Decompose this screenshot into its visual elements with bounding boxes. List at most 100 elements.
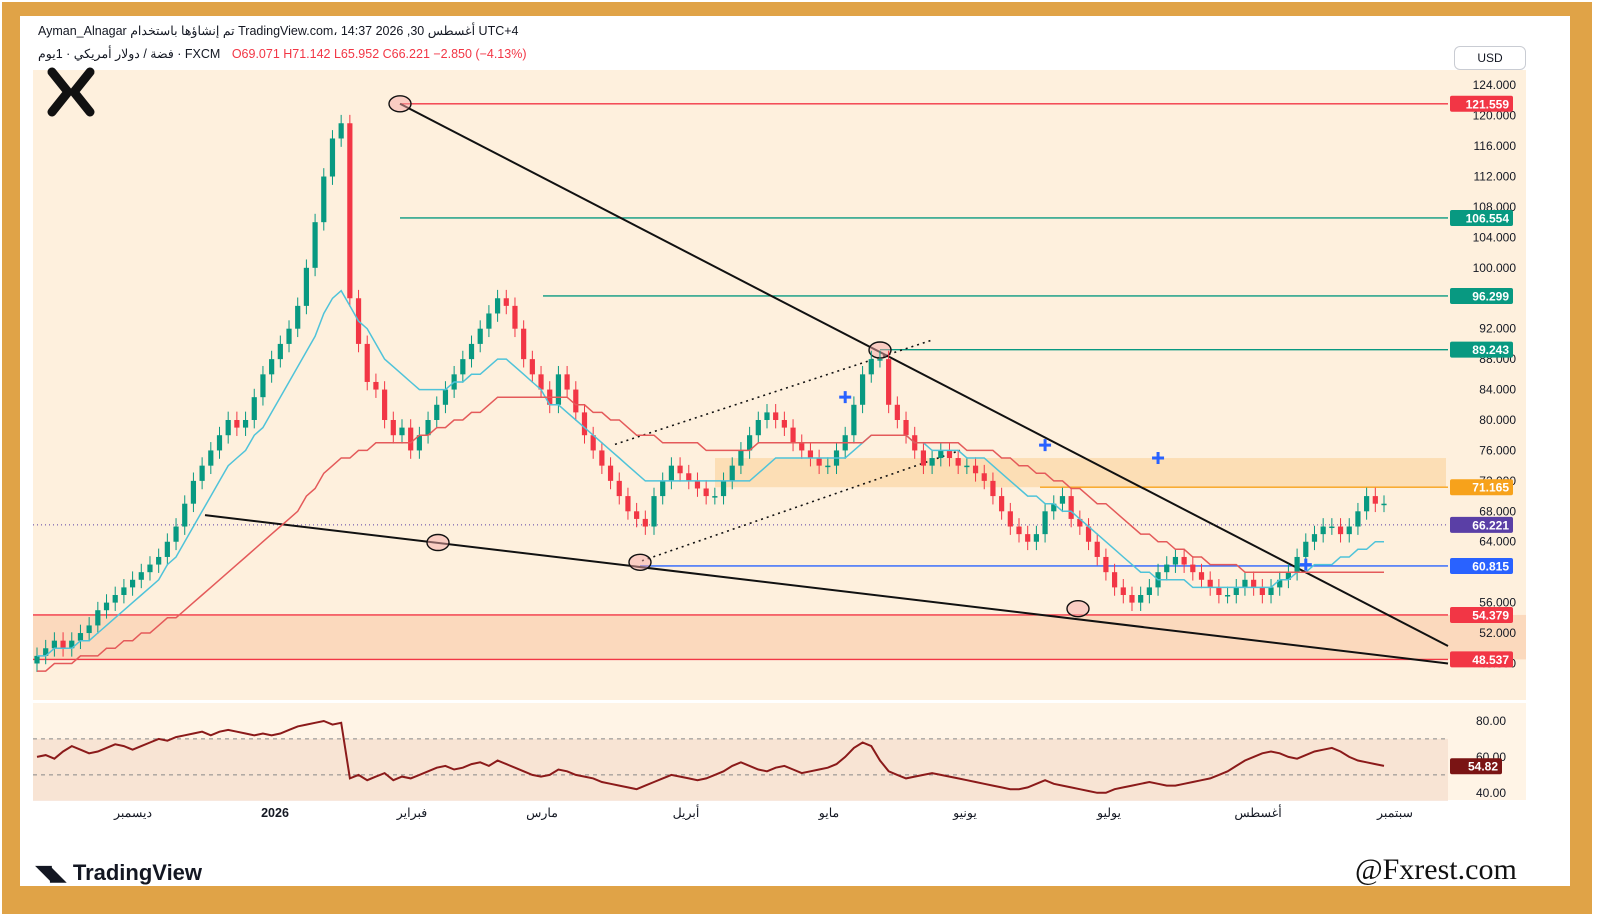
candle-body: [442, 389, 449, 405]
currency-button[interactable]: USD: [1454, 46, 1526, 70]
candle-body: [190, 480, 197, 504]
candle-body: [642, 518, 648, 527]
candle-body: [260, 374, 266, 398]
candle-body: [164, 541, 170, 557]
candle-body: [1181, 556, 1187, 565]
candle-body: [894, 404, 900, 420]
price-label-box-5: [1450, 516, 1513, 533]
signal-marker-2: [1152, 452, 1165, 465]
candle-body: [399, 427, 405, 436]
price-label-6: 60.815: [1472, 559, 1509, 573]
candle-body: [1042, 511, 1048, 535]
candle-body: [1294, 556, 1300, 573]
candle-body: [634, 511, 640, 519]
candle-body: [156, 556, 162, 565]
candle-body: [199, 465, 205, 481]
price-tick-label: 92.000: [1479, 322, 1516, 336]
candle-body: [60, 640, 66, 649]
candle-body: [764, 412, 770, 420]
candle-body: [938, 450, 944, 459]
candle-body: [946, 450, 953, 459]
candle-body: [1311, 534, 1318, 542]
candle-body: [920, 450, 927, 466]
price-tick-label: 68.000: [1479, 504, 1516, 518]
candle-body: [1337, 526, 1344, 535]
candle-body: [1198, 572, 1205, 580]
candle-body: [1268, 587, 1274, 595]
price-label-box-7: [1450, 606, 1513, 623]
ohlc-values: O69.071 H71.142 L65.952 C66.221 −2.850 (…: [231, 47, 527, 61]
price-label-0: 121.559: [1466, 97, 1510, 111]
candle-body: [712, 496, 718, 498]
price-label-box-6: [1450, 557, 1513, 574]
candle-body: [216, 435, 223, 451]
candle-body: [390, 420, 396, 436]
price-label-8: 48.537: [1472, 653, 1509, 667]
candle-body: [1016, 526, 1022, 535]
support-zone: [33, 614, 1526, 660]
candle-body: [1224, 595, 1231, 597]
candle-body: [799, 442, 805, 451]
pivot-circle-4: [1066, 599, 1090, 618]
tradingview-icon: ◥◣: [35, 860, 67, 886]
rsi-tick-label: 80.00: [1476, 714, 1506, 728]
candle-body: [373, 381, 379, 390]
candle-body: [69, 640, 75, 649]
candle-body: [1007, 511, 1013, 527]
candle-body: [1259, 587, 1265, 595]
candle-body: [295, 305, 301, 329]
candle-body: [581, 412, 588, 436]
candle-body: [903, 420, 909, 436]
candle-body: [755, 420, 761, 436]
price-tick-label: 120.000: [1473, 109, 1517, 123]
candle-body: [999, 496, 1005, 512]
candle-body: [1146, 587, 1152, 595]
candle-body: [286, 328, 292, 344]
candle-body: [703, 488, 709, 497]
candle-body: [529, 359, 535, 375]
candle-body: [1277, 579, 1283, 588]
candle-body: [651, 496, 657, 527]
candle-body: [1172, 556, 1179, 565]
candle-body: [625, 496, 631, 512]
candle-body: [1207, 579, 1213, 588]
candle-body: [277, 343, 283, 360]
candle-body: [790, 427, 796, 443]
price-label-3: 89.243: [1472, 343, 1509, 357]
plot-tint: [33, 70, 1526, 700]
time-tick-label: أغسطس: [1234, 804, 1281, 821]
candle-body: [112, 595, 118, 603]
candle-body: [321, 176, 327, 223]
price-label-5: 66.221: [1472, 518, 1509, 532]
candle-body: [1033, 534, 1039, 542]
candle-body: [1303, 541, 1309, 557]
price-tick-label: 112.000: [1474, 170, 1517, 184]
candle-body: [1216, 587, 1222, 595]
candle-body: [1320, 526, 1326, 535]
candle-body: [1138, 595, 1144, 603]
ema-slow-line: [37, 396, 1384, 672]
candle-body: [616, 480, 622, 497]
candle-body: [573, 389, 579, 413]
rsi-last-label: 54.82: [1468, 760, 1498, 774]
candle-body: [677, 465, 683, 474]
author-line: Ayman_Alnagar تم إنشاؤها باستخدام Tradin…: [38, 24, 519, 38]
candle-body: [251, 397, 257, 420]
candle-body: [564, 374, 570, 390]
time-tick-label: ديسمبر: [113, 806, 153, 821]
candle-body: [521, 328, 527, 360]
candle-body: [1085, 526, 1092, 542]
price-tick-label: 76.000: [1479, 443, 1516, 457]
candle-body: [555, 374, 562, 405]
candle-body: [1094, 541, 1100, 557]
watermark-text: @Fxrest.com: [1355, 853, 1517, 886]
price-tick-label: 84.000: [1479, 383, 1516, 397]
candle-body: [981, 473, 987, 481]
price-label-box-0: [1450, 95, 1513, 112]
rsi-tick-label: 40.00: [1476, 786, 1506, 800]
candle-body: [825, 465, 831, 468]
candle-body: [1364, 496, 1370, 512]
candle-body: [1068, 496, 1074, 519]
candle-body: [781, 420, 787, 428]
candle-body: [1233, 587, 1239, 595]
